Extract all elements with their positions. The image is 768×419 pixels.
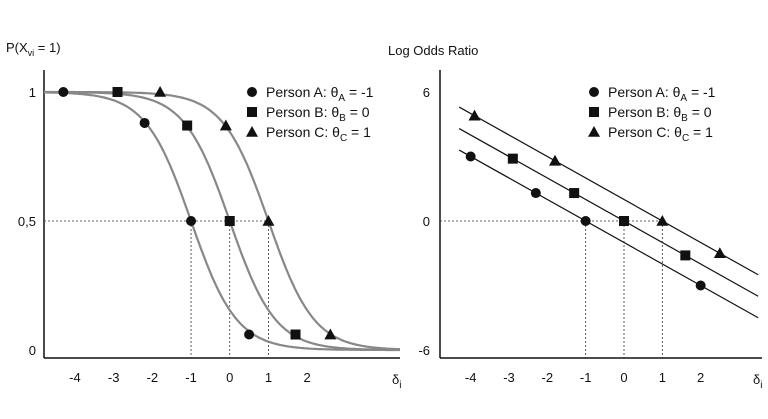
left-series-0-point-2 [186, 216, 197, 226]
right-series-2-point-0 [468, 109, 481, 121]
left-y-ticks: 00,51 [18, 85, 36, 358]
right-series-2-point-3 [713, 247, 726, 259]
left-series-0-point-1 [139, 117, 150, 128]
right-legend-label-0: Person A: θA = -1 [608, 84, 716, 104]
right-series-0-point-1 [530, 188, 541, 199]
left-x-tick-label: -3 [108, 370, 120, 385]
right-series-0-point-3 [695, 280, 706, 291]
right-series-1-point-0 [507, 153, 518, 164]
left-legend-label-0: Person A: θA = -1 [266, 84, 374, 104]
left-curve-2 [44, 90, 401, 351]
right-y-ticks: -6 0 6 [418, 85, 430, 358]
right-x-tick-label: -3 [503, 370, 515, 385]
left-series-1-point-0 [112, 87, 123, 97]
right-series-1-point-2 [619, 216, 629, 226]
right-legend-label-2: Person C: θC = 1 [608, 124, 713, 144]
left-x-ticks: -4 -3 -2 -1 0 1 2 [69, 370, 311, 385]
left-series-2-point-2 [262, 215, 275, 226]
right-series-1-point-1 [569, 188, 580, 199]
left-reference-lines [44, 220, 269, 358]
left-y-tick-label: 1 [29, 85, 36, 100]
left-series-0-point-0 [58, 87, 69, 97]
right-series-0-point-0 [465, 151, 476, 162]
right-series-1-point-3 [680, 250, 691, 261]
left-curve-0 [44, 91, 400, 352]
right-legend-marker-2 [588, 126, 600, 137]
left-markers [58, 86, 337, 340]
right-y-tick-label: 0 [423, 214, 430, 229]
right-y-tick-label: -6 [418, 343, 430, 358]
left-series-2-point-3 [324, 328, 337, 340]
left-curves [44, 90, 401, 352]
right-line-2 [458, 106, 759, 276]
right-x-ticks: -4 -3 -2 -1 0 1 2 [465, 370, 704, 385]
right-reference-lines [440, 220, 663, 358]
right-chart: Log Odds Ratio -4 -3 -2 -1 0 1 2 -6 0 6 δi Perso… [388, 43, 762, 391]
left-x-axis-title: δi [392, 372, 401, 391]
right-x-axis-title: δi [753, 372, 762, 391]
right-x-tick-label: -2 [542, 370, 554, 385]
left-y-tick-label: 0 [29, 343, 36, 358]
right-legend-marker-0 [589, 87, 599, 97]
right-markers [465, 109, 726, 291]
left-x-tick-label: 1 [265, 370, 272, 385]
left-x-tick-label: -4 [69, 370, 81, 385]
left-legend-marker-2 [246, 126, 258, 137]
left-x-tick-label: -1 [185, 370, 197, 385]
left-series-2-point-1 [219, 119, 232, 131]
right-line-1 [458, 128, 759, 297]
left-series-0-point-3 [244, 329, 255, 340]
left-legend-label-1: Person B: θB = 0 [266, 104, 370, 124]
right-x-tick-label: 1 [659, 370, 666, 385]
right-series-2-point-1 [549, 154, 561, 166]
right-chart-title: Log Odds Ratio [388, 43, 478, 58]
left-x-tick-label: -2 [147, 370, 159, 385]
left-series-1-point-3 [290, 329, 301, 340]
right-line-0 [458, 149, 759, 319]
left-series-1-point-2 [224, 216, 235, 226]
right-y-tick-label: 6 [423, 85, 430, 100]
right-x-tick-label: 2 [697, 370, 704, 385]
right-x-tick-label: 0 [620, 370, 627, 385]
left-x-tick-label: 2 [304, 370, 311, 385]
right-series-2-point-2 [656, 215, 669, 226]
right-legend-marker-1 [589, 107, 599, 117]
left-chart: P(Xvi = 1) -4 -3 -2 -1 0 1 2 00,51 δi Person A… [6, 40, 401, 391]
left-series-2-point-0 [154, 86, 167, 97]
left-legend-marker-0 [247, 87, 257, 97]
right-series-0-point-2 [580, 216, 591, 226]
left-legend-label-2: Person C: θC = 1 [266, 124, 371, 144]
right-x-tick-label: -1 [580, 370, 592, 385]
left-legend-marker-1 [247, 107, 257, 117]
right-x-tick-label: -4 [465, 370, 477, 385]
left-y-tick-label: 0,5 [18, 214, 36, 229]
left-y-axis-title: P(Xvi = 1) [6, 40, 61, 58]
left-series-1-point-1 [182, 120, 193, 131]
right-legend-label-1: Person B: θB = 0 [608, 104, 712, 124]
left-x-tick-label: 0 [226, 370, 233, 385]
